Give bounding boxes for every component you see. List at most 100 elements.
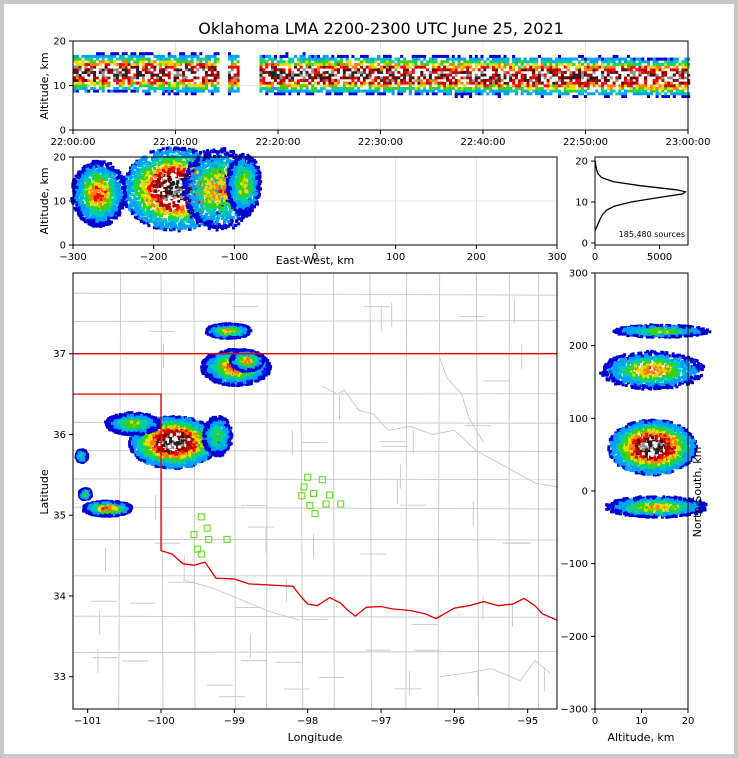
density-cell xyxy=(535,76,539,80)
density-cell xyxy=(644,68,648,72)
density-cell xyxy=(621,81,625,85)
density-cell xyxy=(176,76,180,80)
density-cell xyxy=(259,57,263,61)
density-cell xyxy=(98,184,102,188)
density-cell xyxy=(80,178,83,182)
density-cell xyxy=(147,57,151,61)
density-cell xyxy=(400,89,404,93)
density-cell xyxy=(110,175,114,179)
density-cell xyxy=(145,187,148,191)
density-cell xyxy=(150,52,154,56)
density-cell xyxy=(163,203,167,207)
density-cell xyxy=(417,84,421,88)
density-cell xyxy=(127,70,131,74)
density-cell xyxy=(380,57,384,61)
density-cell xyxy=(360,60,363,64)
density-cell xyxy=(360,84,363,88)
density-cell xyxy=(207,89,211,93)
density-cell xyxy=(141,209,145,212)
density-cell xyxy=(236,70,240,74)
density-cell xyxy=(443,73,447,77)
density-cell xyxy=(426,78,429,82)
density-cell xyxy=(181,209,185,213)
density-cell xyxy=(540,57,544,61)
density-cell xyxy=(78,171,82,175)
density-cell xyxy=(144,81,148,85)
density-cell xyxy=(108,171,112,175)
density-cell xyxy=(454,65,458,69)
density-cell xyxy=(153,158,157,162)
density-cell xyxy=(213,62,217,66)
density-cell xyxy=(127,60,131,64)
density-cell xyxy=(434,81,438,85)
density-cell xyxy=(526,84,530,88)
density-cell xyxy=(440,73,444,77)
density-cell xyxy=(146,214,150,218)
density-cell xyxy=(75,203,79,207)
density-cell xyxy=(152,185,156,189)
density-cell xyxy=(156,84,160,88)
density-cell xyxy=(609,65,613,69)
density-cell xyxy=(583,57,587,61)
density-cell xyxy=(426,92,429,96)
density-cell xyxy=(291,76,295,80)
density-cell xyxy=(164,81,168,85)
density-cell xyxy=(601,78,605,82)
density-cell xyxy=(179,52,183,56)
density-cell xyxy=(141,62,145,66)
density-cell xyxy=(86,219,90,222)
density-cell xyxy=(101,68,105,72)
density-cell xyxy=(139,84,142,88)
density-cell xyxy=(328,62,332,66)
density-cell xyxy=(78,70,82,74)
density-cell xyxy=(147,220,151,224)
density-cell xyxy=(110,220,113,224)
density-cell xyxy=(426,68,429,72)
density-cell xyxy=(552,68,556,72)
density-cell xyxy=(305,65,309,69)
density-cell xyxy=(139,81,142,85)
density-cell xyxy=(191,148,195,152)
density-cell xyxy=(228,57,231,61)
density-cell xyxy=(618,60,622,64)
density-cell xyxy=(163,177,166,181)
density-cell xyxy=(145,216,149,220)
density-cell xyxy=(647,65,650,69)
density-cell xyxy=(113,169,117,172)
density-cell xyxy=(598,76,602,80)
density-cell xyxy=(520,78,524,82)
density-cell xyxy=(512,84,516,88)
density-cell xyxy=(100,194,104,198)
density-cell xyxy=(183,165,187,169)
density-cell xyxy=(210,89,214,93)
density-cell xyxy=(532,76,536,80)
density-cell xyxy=(546,92,550,96)
density-cell xyxy=(81,194,84,198)
density-cell xyxy=(509,87,513,90)
density-cell xyxy=(503,92,507,96)
density-cell xyxy=(157,198,161,201)
density-cell xyxy=(282,54,286,58)
density-cell xyxy=(156,76,160,80)
density-cell xyxy=(302,68,306,72)
density-cell xyxy=(606,92,610,96)
density-cell xyxy=(173,65,177,69)
density-cell xyxy=(96,52,99,56)
density-cell xyxy=(368,89,372,93)
density-cell xyxy=(563,89,567,93)
density-cell xyxy=(167,206,171,210)
density-cell xyxy=(282,62,286,66)
density-cell xyxy=(489,65,493,69)
figure-canvas: Oklahoma LMA 2200-2300 UTC June 25, 2021… xyxy=(38,19,712,744)
density-cell xyxy=(182,52,186,56)
density-cell xyxy=(98,222,102,226)
density-cell xyxy=(348,73,352,77)
density-cell xyxy=(517,57,521,61)
density-cell xyxy=(128,208,132,211)
density-cell xyxy=(687,81,691,85)
density-cell xyxy=(127,68,131,72)
density-cell xyxy=(91,191,95,195)
density-cell xyxy=(560,73,564,77)
density-cell xyxy=(173,173,177,177)
density-cell xyxy=(632,57,636,61)
